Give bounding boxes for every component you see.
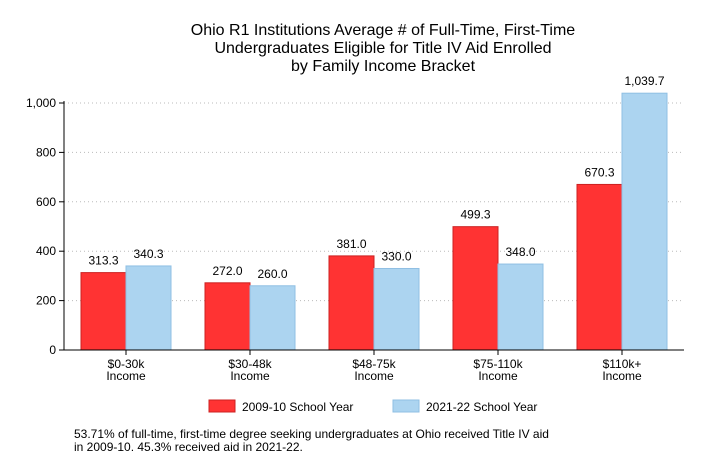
x-tick-label: Income	[354, 369, 394, 383]
y-axis: 0 200 400 600 800 1,000	[26, 96, 65, 357]
legend-swatch	[392, 399, 420, 413]
x-tick-label: Income	[478, 369, 518, 383]
x-tick-label: Income	[230, 369, 270, 383]
bar-series2	[621, 92, 668, 351]
data-label: 348.0	[505, 245, 535, 259]
y-tick-label: 600	[36, 195, 56, 209]
bar-series2	[125, 265, 172, 351]
data-label: 313.3	[88, 254, 118, 268]
chart-title-line-2: Undergraduates Eligible for Title IV Aid…	[214, 40, 551, 57]
data-label: 1,039.7	[624, 74, 664, 88]
legend: 2009-10 School Year 2021-22 School Year	[208, 399, 537, 414]
y-tick-label: 1,000	[26, 96, 56, 110]
footnote: 53.71% of full-time, first-time degree s…	[74, 428, 674, 454]
y-tick-label: 800	[36, 145, 56, 159]
chart-title-line-1: Ohio R1 Institutions Average # of Full-T…	[191, 22, 576, 39]
footnote-line-1: 53.71% of full-time, first-time degree s…	[74, 427, 549, 441]
bar-series1	[80, 272, 127, 351]
x-tick-label: $0-30k	[108, 357, 146, 371]
bar-series2	[373, 267, 420, 351]
x-tick-label: $48-75k	[352, 357, 396, 371]
data-label: 340.3	[133, 247, 163, 261]
bars	[80, 92, 668, 351]
data-labels: 313.3 340.3 272.0 260.0 381.0 330.0 499.3 348.0…	[88, 74, 664, 281]
chart-title-line-3: by Family Income Bracket	[291, 58, 476, 75]
chart-title: Ohio R1 Institutions Average # of Full-T…	[191, 22, 576, 75]
bar-series2	[249, 285, 296, 351]
x-tick-label: $110k+	[603, 357, 642, 371]
bar-series1	[452, 226, 499, 351]
bar-series1	[328, 255, 375, 351]
data-label: 330.0	[381, 249, 411, 263]
x-axis: $0-30kIncome$30-48kIncome$48-75kIncome$7…	[64, 349, 684, 383]
data-label: 381.0	[336, 237, 366, 251]
legend-label: 2021-22 School Year	[426, 400, 537, 414]
data-label: 499.3	[460, 208, 490, 222]
y-tick-label: 200	[36, 294, 56, 308]
bar-series1	[576, 183, 623, 351]
legend-label: 2009-10 School Year	[242, 400, 353, 414]
data-label: 260.0	[257, 267, 287, 281]
bar-series1	[204, 282, 251, 351]
x-tick-label: Income	[106, 369, 146, 383]
legend-swatch	[208, 399, 236, 413]
y-tick-label: 400	[36, 244, 56, 258]
x-tick-label: $75-110k	[473, 357, 523, 371]
footnote-line-2: in 2009-10. 45.3% received aid in 2021-2…	[74, 440, 303, 454]
y-tick-label: 0	[49, 343, 56, 357]
x-tick-label: $30-48k	[228, 357, 272, 371]
data-label: 272.0	[212, 264, 242, 278]
bar-series2	[497, 263, 544, 351]
x-tick-label: Income	[602, 369, 642, 383]
data-label: 670.3	[584, 165, 614, 179]
